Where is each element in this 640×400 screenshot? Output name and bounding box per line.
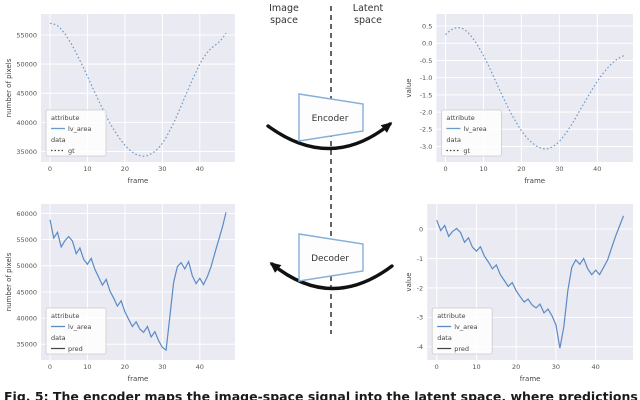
svg-text:40: 40 [593, 165, 601, 173]
svg-text:attribute: attribute [446, 114, 474, 122]
decoder-shape [298, 233, 364, 282]
svg-text:-2.0: -2.0 [420, 108, 433, 116]
svg-text:20: 20 [512, 363, 520, 371]
chart-image-space-pred: 0 10 20 30 40 35000 40000 45000 50000 55000 60000 f… [2, 198, 240, 386]
svg-text:40: 40 [196, 165, 204, 173]
encoder-arrow-icon [266, 122, 393, 151]
svg-text:lv_area: lv_area [68, 125, 91, 133]
svg-text:40: 40 [196, 363, 204, 371]
svg-text:pred: pred [454, 345, 469, 353]
svg-text:-3: -3 [417, 314, 423, 322]
decoder-arrow-icon [269, 262, 394, 291]
svg-text:-0.5: -0.5 [420, 57, 433, 65]
svg-text:data: data [51, 136, 66, 144]
svg-text:35000: 35000 [16, 148, 37, 156]
svg-text:-4: -4 [417, 343, 423, 351]
svg-text:20: 20 [121, 165, 129, 173]
svg-text:data: data [446, 136, 461, 144]
chart-latent-space-pred: 0 10 20 30 40 0 -1 -2 -3 -4 frame value attribute lv_… [402, 198, 638, 386]
svg-text:frame: frame [524, 177, 545, 185]
svg-text:10: 10 [83, 165, 91, 173]
svg-text:40: 40 [592, 363, 600, 371]
svg-text:10: 10 [83, 363, 91, 371]
svg-text:30: 30 [552, 363, 560, 371]
svg-text:0.0: 0.0 [422, 40, 432, 48]
svg-text:50000: 50000 [16, 262, 37, 270]
svg-text:lv_area: lv_area [454, 323, 477, 331]
svg-text:45000: 45000 [16, 90, 37, 98]
svg-text:frame: frame [520, 375, 541, 383]
svg-text:-2.5: -2.5 [420, 126, 433, 134]
encoder-shape [298, 93, 364, 142]
figure-caption: Fig. 5: The encoder maps the image-space… [4, 389, 640, 400]
svg-text:-1.5: -1.5 [420, 91, 433, 99]
latent-space-label: Latent space [352, 3, 384, 26]
chart-image-space-gt: 0 10 20 30 40 35000 40000 45000 50000 55000 frame n… [2, 8, 240, 188]
svg-text:20: 20 [121, 363, 129, 371]
svg-text:-2: -2 [417, 284, 423, 292]
svg-text:-3.0: -3.0 [420, 143, 433, 151]
chart-latent-space-gt: 0 10 20 30 40 0.5 0.0 -0.5 -1.0 -1.5 -2.0 -2.5 -3.0 f… [402, 8, 638, 188]
svg-text:40000: 40000 [16, 119, 37, 127]
svg-text:frame: frame [128, 177, 149, 185]
decoder-label: Decoder [311, 254, 349, 264]
svg-text:10: 10 [472, 363, 480, 371]
svg-text:attribute: attribute [51, 312, 79, 320]
svg-text:value: value [405, 272, 413, 291]
svg-text:40000: 40000 [16, 315, 37, 323]
svg-text:30: 30 [158, 165, 166, 173]
svg-text:0.5: 0.5 [422, 22, 432, 30]
svg-text:0: 0 [48, 363, 52, 371]
svg-text:50000: 50000 [16, 61, 37, 69]
encoder-label: Encoder [312, 114, 349, 124]
svg-text:number of pixels: number of pixels [5, 58, 13, 117]
svg-text:attribute: attribute [51, 114, 79, 122]
svg-text:20: 20 [517, 165, 525, 173]
svg-text:gt: gt [68, 147, 75, 155]
svg-text:data: data [51, 334, 66, 342]
svg-text:-1: -1 [417, 255, 423, 263]
svg-text:attribute: attribute [437, 312, 465, 320]
svg-text:0: 0 [419, 225, 423, 233]
svg-text:lv_area: lv_area [68, 323, 91, 331]
svg-text:55000: 55000 [16, 236, 37, 244]
svg-text:value: value [405, 78, 413, 97]
svg-text:lv_area: lv_area [463, 125, 486, 133]
svg-text:frame: frame [128, 375, 149, 383]
svg-text:number of pixels: number of pixels [5, 252, 13, 311]
svg-text:30: 30 [158, 363, 166, 371]
svg-text:55000: 55000 [16, 31, 37, 39]
image-space-label: Image space [269, 3, 299, 26]
svg-text:45000: 45000 [16, 288, 37, 296]
svg-text:10: 10 [479, 165, 487, 173]
svg-text:0: 0 [48, 165, 52, 173]
svg-text:35000: 35000 [16, 341, 37, 349]
svg-text:60000: 60000 [16, 210, 37, 218]
svg-text:30: 30 [555, 165, 563, 173]
svg-text:pred: pred [68, 345, 83, 353]
svg-text:0: 0 [443, 165, 447, 173]
svg-text:gt: gt [463, 147, 470, 155]
svg-text:0: 0 [435, 363, 439, 371]
svg-text:-1.0: -1.0 [420, 74, 433, 82]
svg-text:data: data [437, 334, 452, 342]
